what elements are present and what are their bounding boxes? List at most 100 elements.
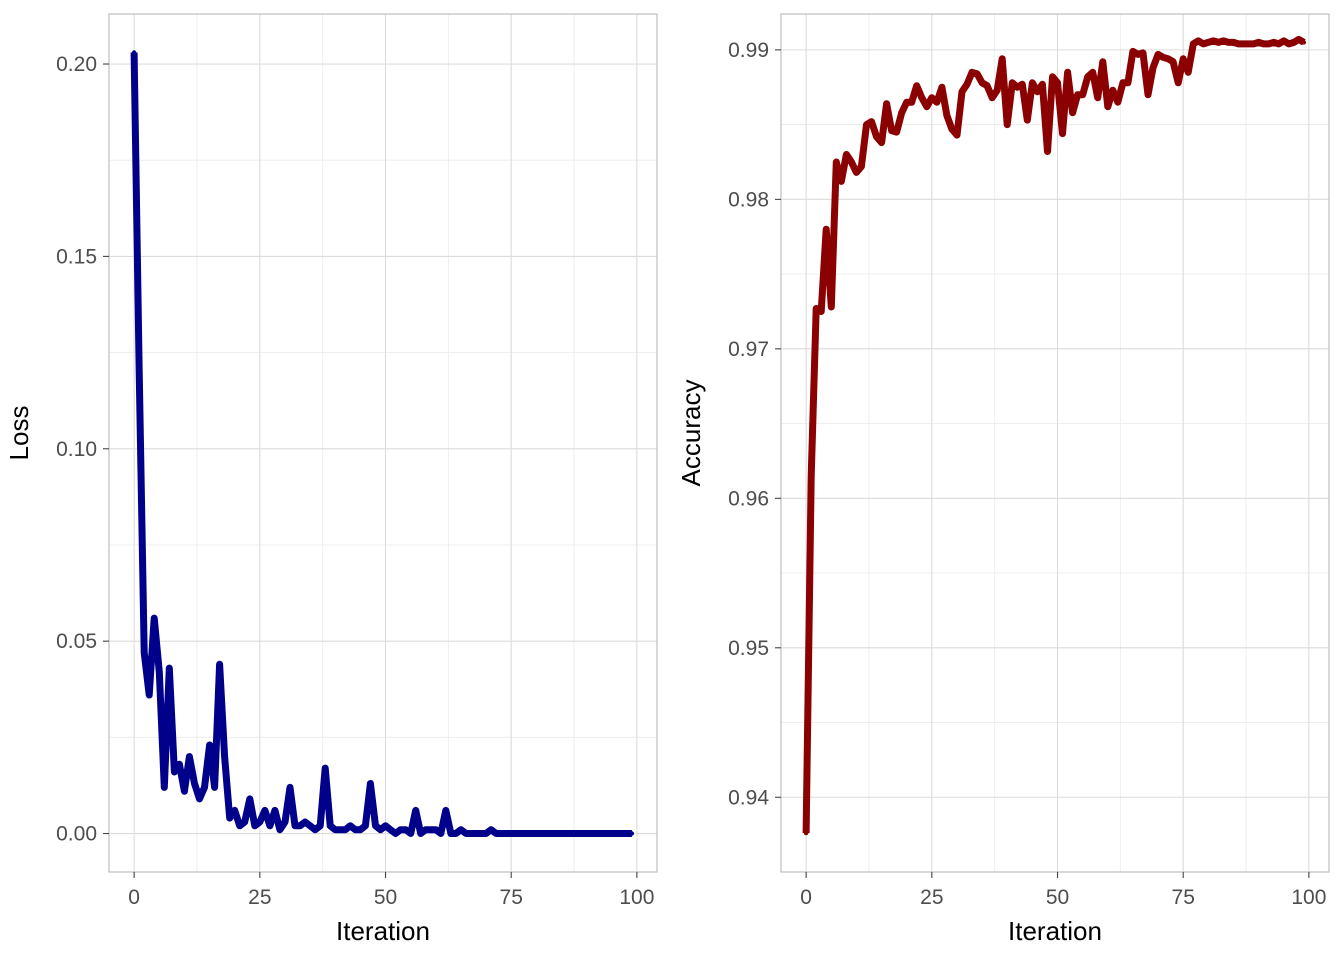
loss-data-point xyxy=(187,754,192,759)
accuracy-data-point xyxy=(995,88,1000,93)
loss-data-point xyxy=(137,369,142,374)
y-tick-label: 0.05 xyxy=(56,630,97,653)
loss-data-point xyxy=(227,815,232,821)
accuracy-data-point xyxy=(914,83,919,88)
loss-data-point xyxy=(212,785,217,790)
loss-data-point xyxy=(177,762,182,767)
loss-data-point xyxy=(232,808,237,813)
accuracy-data-point xyxy=(1170,59,1176,64)
loss-data-point xyxy=(493,831,499,836)
accuracy-data-point xyxy=(1276,41,1281,47)
accuracy-data-point xyxy=(1256,40,1261,45)
loss-data-point xyxy=(217,662,222,667)
loss-data-point xyxy=(544,831,549,836)
loss-data-point xyxy=(463,831,469,836)
loss-data-point xyxy=(363,823,368,828)
accuracy-data-point xyxy=(1301,40,1307,45)
loss-panel-border xyxy=(108,13,658,873)
loss-data-point xyxy=(393,831,398,836)
loss-data-point xyxy=(323,765,328,771)
loss-data-point xyxy=(318,823,323,828)
y-tick-label: 0.98 xyxy=(728,188,769,211)
accuracy-data-point xyxy=(929,95,934,100)
loss-data-point xyxy=(478,831,484,836)
accuracy-data-point xyxy=(819,309,824,314)
loss-data-point xyxy=(197,796,202,802)
loss-data-point xyxy=(388,827,393,832)
accuracy-x-axis-title: Iteration xyxy=(1008,916,1102,946)
loss-data-point xyxy=(282,819,288,825)
loss-data-point xyxy=(564,831,569,836)
accuracy-data-point xyxy=(1100,59,1106,64)
accuracy-data-point xyxy=(899,110,904,115)
accuracy-data-point xyxy=(864,122,869,127)
loss-data-point xyxy=(413,808,418,813)
accuracy-data-point xyxy=(1145,92,1151,97)
accuracy-data-point xyxy=(894,129,899,135)
accuracy-data-point xyxy=(1095,95,1100,100)
loss-data-point xyxy=(373,823,378,828)
accuracy-data-point xyxy=(1241,41,1246,47)
accuracy-data-point xyxy=(1181,56,1186,61)
loss-data-point xyxy=(483,831,489,836)
x-tick-label: 100 xyxy=(619,886,654,909)
accuracy-data-point xyxy=(1266,41,1271,47)
accuracy-data-point xyxy=(1216,40,1221,45)
accuracy-data-point xyxy=(964,82,970,87)
accuracy-data-point xyxy=(1135,52,1141,57)
accuracy-data-point xyxy=(803,830,809,836)
loss-data-point xyxy=(358,827,363,832)
y-tick-label: 0.10 xyxy=(56,438,97,461)
loss-data-point xyxy=(368,781,373,786)
accuracy-data-point xyxy=(1281,38,1287,44)
accuracy-data-point xyxy=(1261,41,1266,47)
accuracy-data-point xyxy=(990,95,995,100)
loss-data-point xyxy=(569,831,574,836)
accuracy-data-point xyxy=(814,306,819,311)
accuracy-data-point xyxy=(949,126,955,132)
loss-data-point xyxy=(589,831,594,836)
loss-data-point xyxy=(614,831,619,836)
loss-data-point xyxy=(131,50,137,55)
accuracy-data-point xyxy=(1206,40,1211,45)
loss-data-point xyxy=(579,831,584,836)
accuracy-y-axis-title: Accuracy xyxy=(676,380,706,487)
accuracy-data-point xyxy=(879,140,884,145)
loss-data-point xyxy=(629,831,635,836)
loss-data-point xyxy=(242,819,247,825)
loss-data-point xyxy=(192,781,197,786)
accuracy-data-point xyxy=(844,152,849,157)
accuracy-data-point xyxy=(1045,149,1050,154)
accuracy-data-point xyxy=(919,95,924,100)
loss-data-point xyxy=(584,831,589,836)
accuracy-data-point xyxy=(984,83,990,88)
accuracy-data-point xyxy=(854,170,859,175)
accuracy-data-point xyxy=(1271,40,1276,45)
loss-data-point xyxy=(458,827,464,832)
accuracy-data-point xyxy=(1160,55,1166,60)
accuracy-data-point xyxy=(1140,50,1146,56)
accuracy-data-point xyxy=(1226,40,1231,45)
loss-data-point xyxy=(257,819,262,825)
loss-data-point xyxy=(594,831,599,836)
accuracy-data-point xyxy=(829,304,834,310)
accuracy-data-point xyxy=(974,71,980,77)
accuracy-data-point xyxy=(1005,122,1010,127)
accuracy-data-point xyxy=(809,473,814,479)
accuracy-data-point xyxy=(889,128,894,133)
loss-data-point xyxy=(534,831,539,836)
accuracy-data-point xyxy=(824,227,829,232)
accuracy-data-point xyxy=(1246,41,1251,47)
loss-data-point xyxy=(619,831,624,836)
loss-data-point xyxy=(468,831,474,836)
y-tick-label: 0.00 xyxy=(56,823,97,846)
accuracy-data-point xyxy=(874,134,879,139)
loss-data-point xyxy=(383,823,388,828)
loss-data-point xyxy=(353,827,358,832)
accuracy-data-point xyxy=(979,80,985,86)
accuracy-data-point xyxy=(1191,41,1196,47)
accuracy-data-point xyxy=(869,119,874,124)
accuracy-data-point xyxy=(1110,88,1116,93)
x-tick-label: 0 xyxy=(800,886,812,909)
